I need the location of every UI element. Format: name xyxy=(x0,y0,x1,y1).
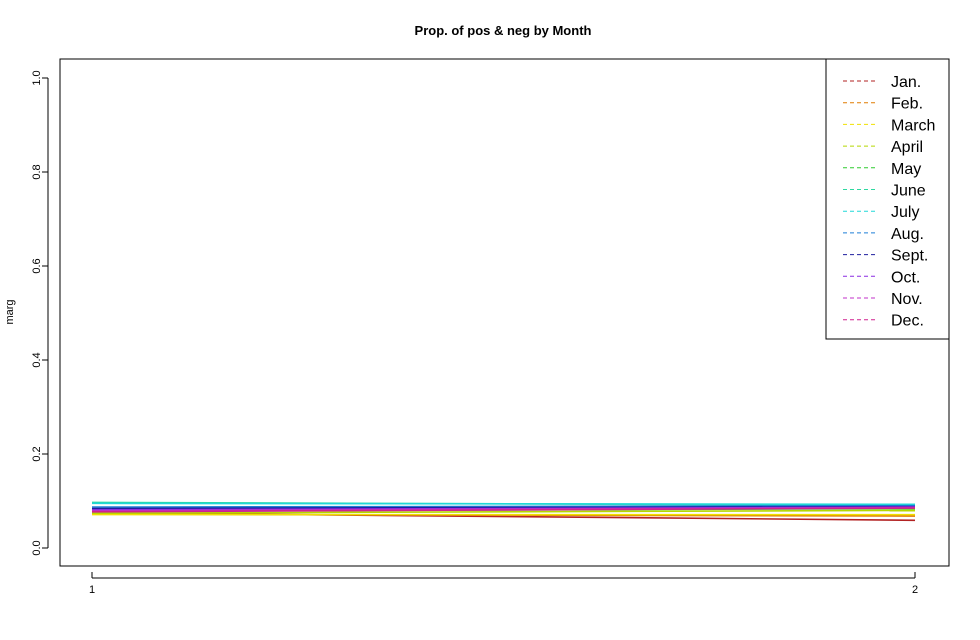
legend-label: July xyxy=(891,204,919,221)
x-tick-label: 1 xyxy=(89,584,95,596)
y-tick-label: 1.0 xyxy=(31,70,43,85)
legend-label: Aug. xyxy=(891,226,924,243)
y-tick-label: 0.0 xyxy=(31,540,43,555)
legend-label: Oct. xyxy=(891,269,920,286)
legend-label: Nov. xyxy=(891,291,923,308)
legend-label: June xyxy=(891,183,926,200)
legend-box xyxy=(825,58,950,340)
y-tick-label: 0.2 xyxy=(31,446,43,461)
legend-label: Sept. xyxy=(891,248,928,265)
y-axis-label: marg xyxy=(4,299,16,324)
legend-label: April xyxy=(891,139,923,156)
y-tick-label: 0.6 xyxy=(31,258,43,273)
legend-label: March xyxy=(891,117,935,134)
x-tick-label: 2 xyxy=(912,584,918,596)
series-line xyxy=(91,509,916,515)
series-line xyxy=(91,504,916,508)
legend-label: Feb. xyxy=(891,96,923,113)
y-tick-label: 0.4 xyxy=(31,352,43,367)
plot-area xyxy=(59,58,950,567)
series-line xyxy=(91,507,916,513)
legend-label: Dec. xyxy=(891,313,924,330)
series-line xyxy=(91,502,916,506)
legend-label: May xyxy=(891,161,921,178)
legend-label: Jan. xyxy=(891,74,921,91)
y-tick-label: 0.8 xyxy=(31,164,43,179)
chart-title: Prop. of pos & neg by Month xyxy=(415,23,592,38)
